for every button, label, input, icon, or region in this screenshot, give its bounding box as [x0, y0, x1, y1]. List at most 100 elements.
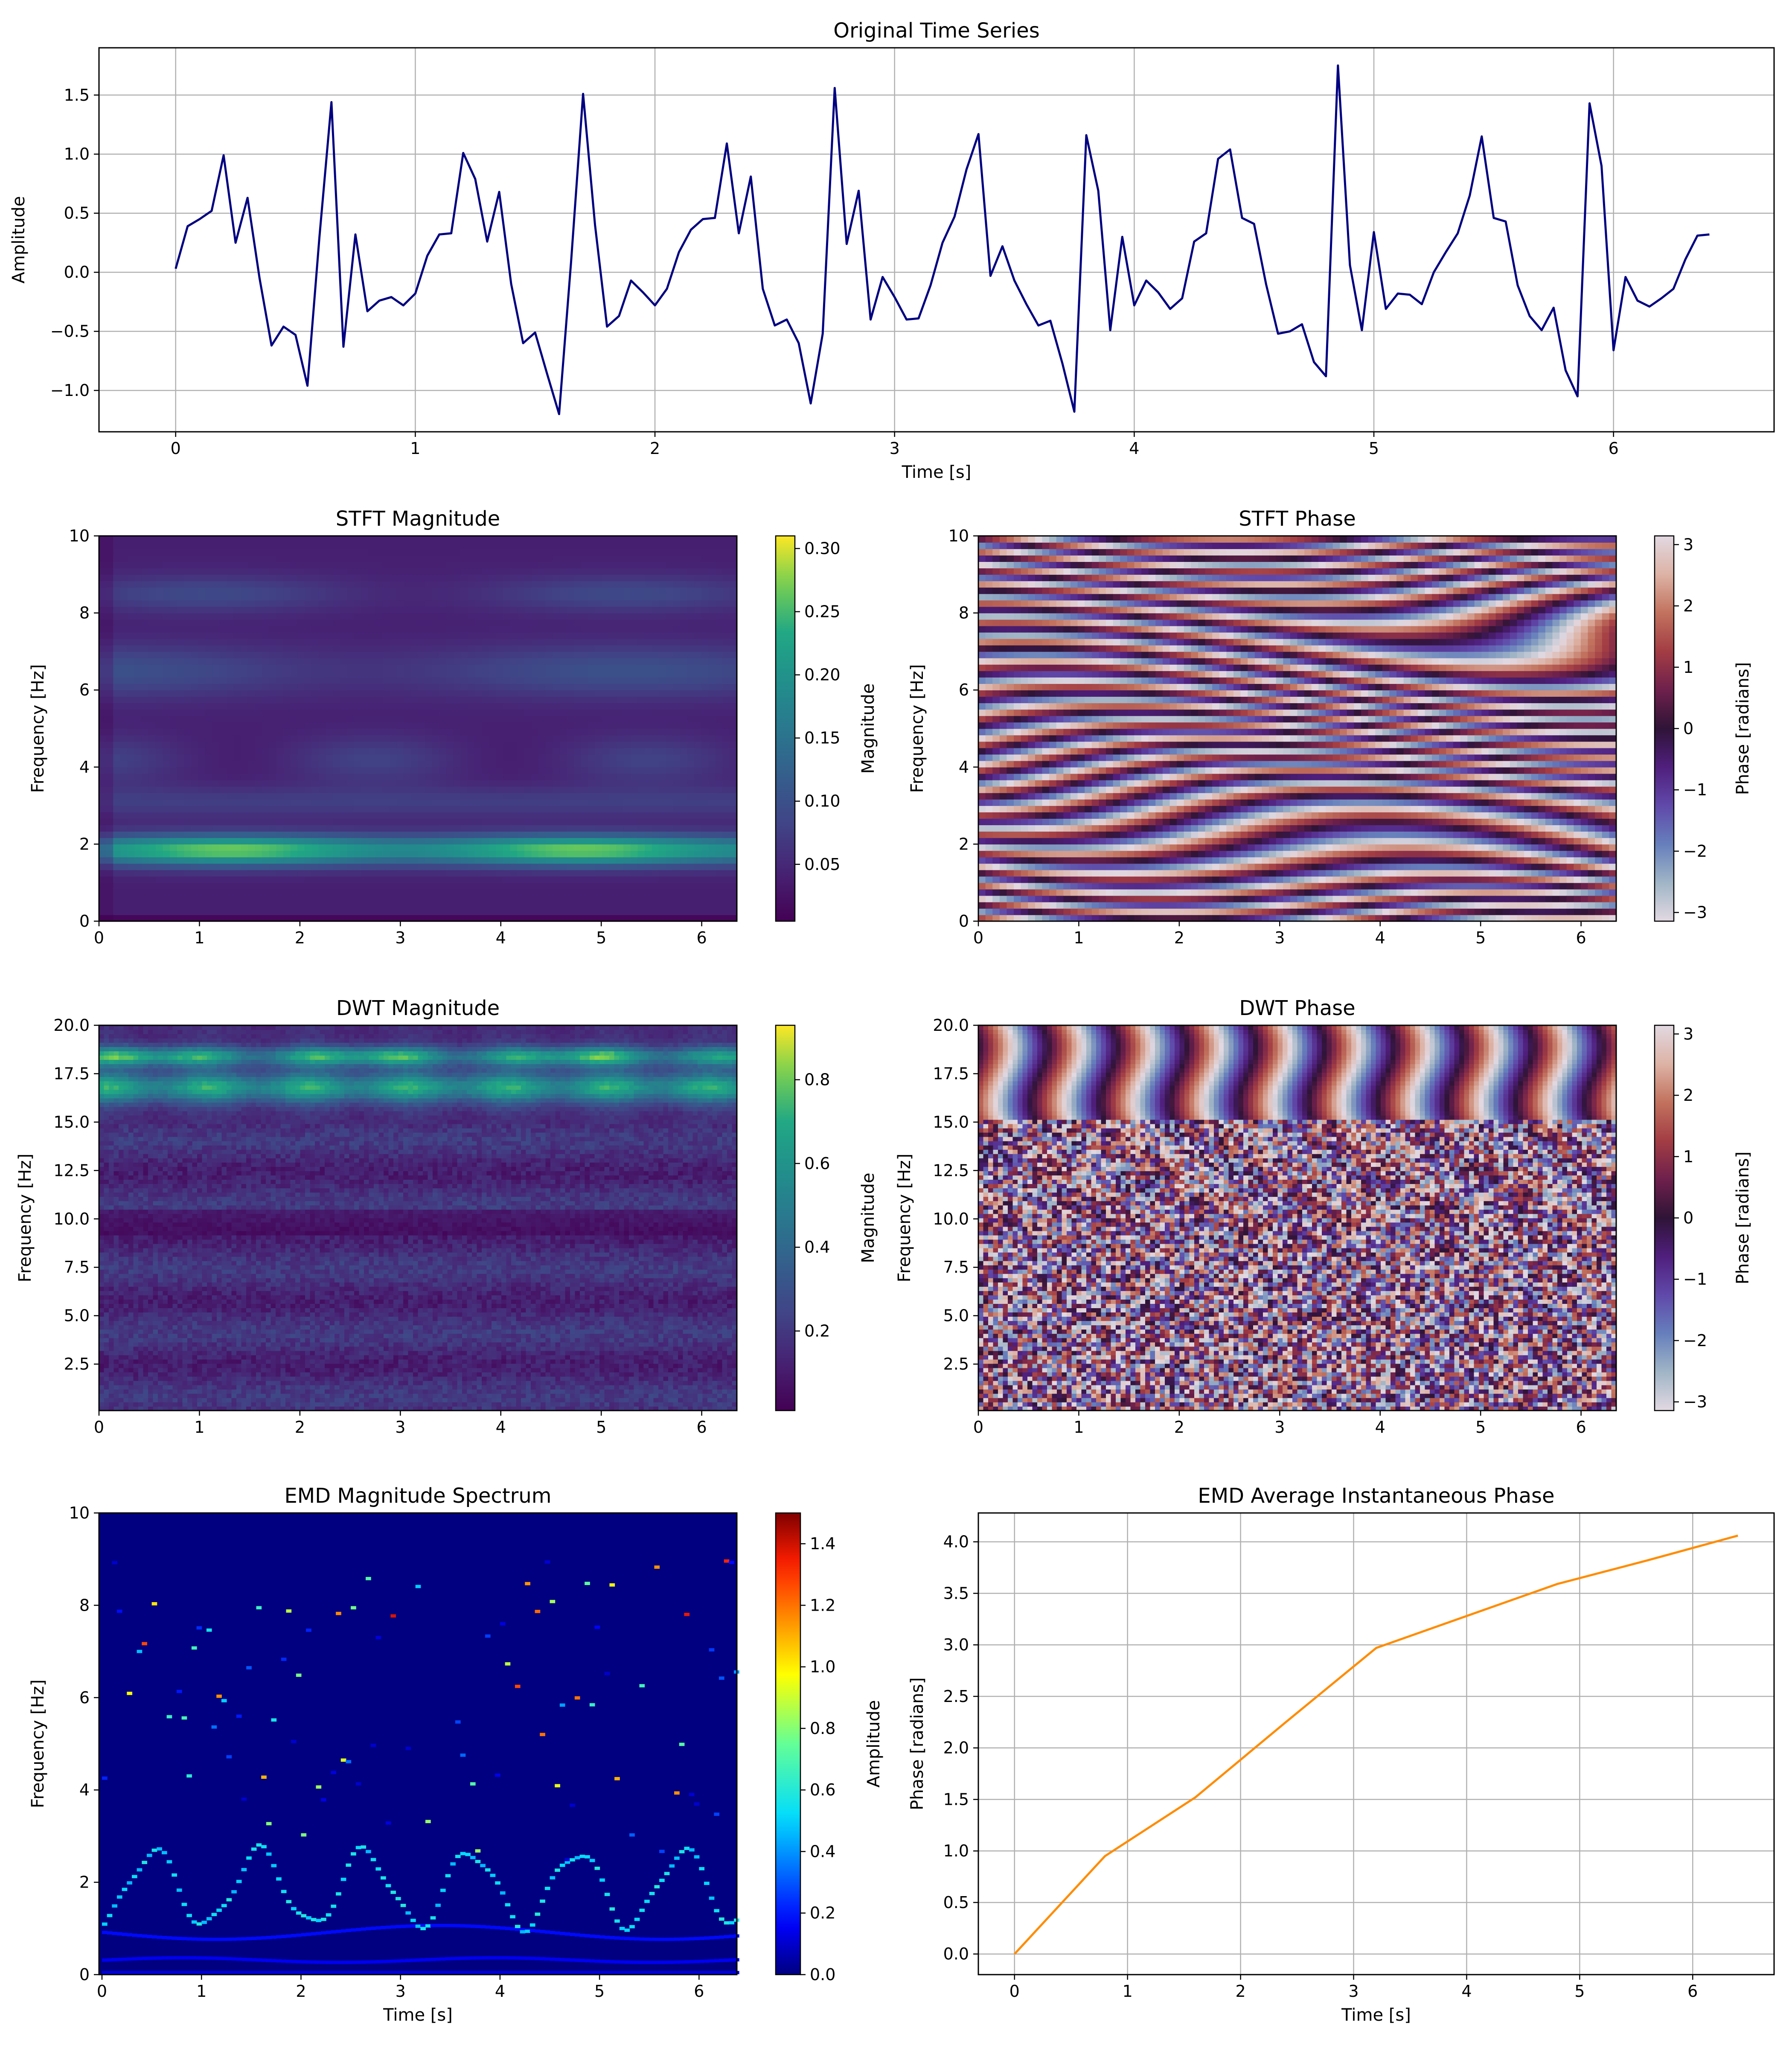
heat-cell [177, 581, 184, 588]
heat-cell [120, 587, 128, 594]
heat-cell [120, 600, 128, 607]
heat-cell [170, 722, 177, 729]
heat-cell [148, 850, 156, 857]
heat-cell [191, 857, 198, 864]
heat-cell [163, 799, 170, 806]
heat-cell [106, 902, 113, 909]
heat-cell [170, 684, 177, 690]
heat-cell [198, 889, 206, 896]
heat-cell [212, 549, 220, 556]
heat-cell [198, 600, 206, 607]
heat-cell [191, 735, 198, 742]
heat-cell [212, 864, 220, 870]
heat-cell [106, 838, 113, 844]
heat-cell [99, 581, 106, 588]
heat-cell [184, 581, 191, 588]
heat-cell [234, 735, 241, 742]
heat-cell [184, 620, 191, 626]
heat-cell [120, 684, 128, 690]
heat-cell [170, 793, 177, 800]
heat-cell [148, 915, 156, 922]
heat-cell [205, 774, 212, 780]
heat-cell [170, 889, 177, 896]
heat-cell [156, 626, 163, 633]
heat-cell [234, 902, 241, 909]
heat-cell [198, 908, 206, 915]
heat-cell [198, 870, 206, 877]
heat-cell [113, 850, 120, 857]
heat-cell [205, 536, 212, 543]
heat-cell [227, 593, 234, 600]
heat-cell [99, 774, 106, 780]
heat-cell [127, 896, 134, 902]
heat-cell [219, 761, 227, 768]
heat-cell [148, 742, 156, 748]
heat-cell [142, 915, 149, 922]
heat-cell [219, 825, 227, 832]
y-tick-label: 1.0 [64, 145, 90, 163]
heat-cell [170, 870, 177, 877]
heat-cell [170, 632, 177, 639]
heat-cell [227, 677, 234, 684]
heat-cell [142, 799, 149, 806]
y-tick-label: −1.0 [50, 381, 90, 400]
y-tick-label: 1.5 [64, 86, 90, 105]
heat-cell [134, 645, 142, 652]
heat-cell [198, 735, 206, 742]
heat-cell [191, 664, 198, 671]
heat-cell [184, 536, 191, 543]
heat-cell [163, 908, 170, 915]
heat-cell [170, 774, 177, 780]
heat-cell [120, 658, 128, 665]
heat-cell [205, 626, 212, 633]
heat-cell [184, 812, 191, 819]
heat-cell [156, 902, 163, 909]
heat-cell [219, 568, 227, 575]
heat-cell [106, 709, 113, 716]
heat-cell [205, 742, 212, 748]
heat-cell [198, 568, 206, 575]
heat-cell [198, 876, 206, 883]
heat-cell [212, 870, 220, 877]
heat-cell [205, 883, 212, 890]
heat-cell [134, 838, 142, 844]
heat-cell [191, 799, 198, 806]
heat-cell [198, 742, 206, 748]
heat-cell [191, 620, 198, 626]
heat-cell [170, 729, 177, 736]
heat-cell [120, 632, 128, 639]
heat-cell [156, 593, 163, 600]
heat-cell [142, 587, 149, 594]
heat-cell [177, 716, 184, 722]
y-axis-label: Amplitude [9, 196, 29, 284]
heat-cell [127, 812, 134, 819]
heat-cell [134, 825, 142, 832]
heat-cell [134, 542, 142, 549]
heat-cell [113, 786, 120, 793]
x-tick-label: 5 [1369, 439, 1379, 458]
heat-cell [120, 581, 128, 588]
heat-cell [127, 767, 134, 774]
heat-cell [234, 825, 241, 832]
heat-cell [170, 574, 177, 581]
heat-cell [156, 658, 163, 665]
heat-cell [219, 915, 227, 922]
heat-cell [134, 799, 142, 806]
x-tick-label: 4 [1129, 439, 1139, 458]
heat-cell [191, 690, 198, 697]
heat-cell [227, 542, 234, 549]
heat-cell [106, 561, 113, 568]
figure: 0 1 2 3 4 5 6−1.0−0.50.00.51.01.5Original Time… [0, 0, 1792, 2048]
heat-cell [198, 883, 206, 890]
heat-cell [191, 561, 198, 568]
heat-cell [212, 664, 220, 671]
heat-cell [113, 561, 120, 568]
heat-cell [163, 709, 170, 716]
heat-cell [184, 825, 191, 832]
heat-cell [99, 793, 106, 800]
heat-cell [219, 709, 227, 716]
heat-cell [219, 754, 227, 761]
heat-cell [205, 748, 212, 755]
heat-cell [156, 774, 163, 780]
heat-cell [191, 536, 198, 543]
